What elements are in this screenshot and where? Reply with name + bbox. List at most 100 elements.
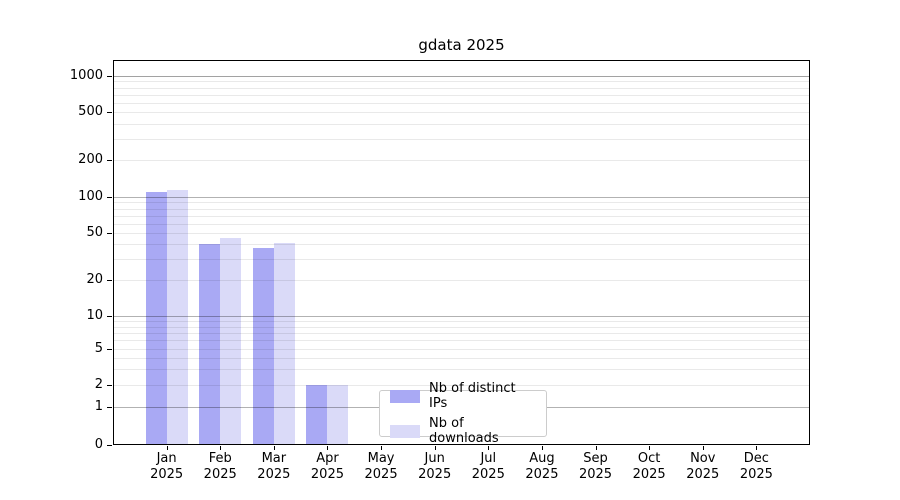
x-tick-label-apr: Apr 2025 [295,451,359,483]
y-axis-tick [107,160,112,161]
gridline-minor [114,280,809,281]
y-axis-tick [107,445,112,446]
x-axis-tick [273,446,275,450]
x-axis-tick [327,446,329,450]
x-tick-month: Mar [261,451,287,466]
gridline-minor [114,326,809,328]
gridline-minor [114,349,809,350]
y-tick-label: 10 [86,308,103,323]
x-axis-tick [702,446,704,450]
x-tick-month: Jun [424,451,445,466]
gridline-minor [114,112,809,113]
bar-downloads-jan [166,190,188,445]
x-axis-tick [166,446,168,450]
x-tick-year: 2025 [364,467,398,482]
x-tick-label-dec: Dec 2025 [724,451,788,483]
x-tick-label-jun: Jun 2025 [403,451,467,483]
legend-item-distinct-ips: Nb of distinct IPs [390,381,536,411]
x-tick-month: Apr [316,451,339,466]
x-tick-year: 2025 [150,467,184,482]
y-tick-label: 20 [86,272,103,287]
x-tick-month: Sep [583,451,608,466]
y-axis-tick [107,407,112,408]
x-axis-tick [649,446,651,450]
x-tick-label-aug: Aug 2025 [510,451,574,483]
y-axis-tick [107,316,112,317]
bar-distinct-ips-feb [199,244,221,445]
gridline-minor [114,385,809,386]
legend-label-distinct-ips: Nb of distinct IPs [429,381,516,411]
x-tick-year: 2025 [310,467,344,482]
y-tick-label: 100 [78,189,103,204]
y-tick-label: 5 [94,341,103,356]
gridline-minor [114,369,809,371]
gridline-minor [114,208,809,210]
gridline-minor [114,160,809,161]
gridline-minor [114,102,809,104]
bar-distinct-ips-mar [252,248,274,445]
x-tick-month: Nov [690,451,716,466]
x-tick-month: Dec [743,451,769,466]
legend-label-downloads: Nb of downloads [429,416,499,446]
x-axis-tick [381,446,383,450]
y-tick-label: 2 [94,377,103,392]
x-tick-year: 2025 [418,467,452,482]
bar-distinct-ips-apr [306,385,328,445]
gridline-minor [114,259,809,261]
x-axis-tick [541,446,543,450]
y-tick-label: 500 [78,104,103,119]
gridline-minor [114,202,809,204]
gridline-minor [114,244,809,246]
y-axis-tick [107,197,112,198]
x-tick-month: Jul [480,451,497,466]
gridline-minor [114,138,809,140]
bar-downloads-feb [220,238,242,445]
legend-swatch-distinct-ips [390,389,420,403]
x-tick-label-oct: Oct 2025 [617,451,681,483]
x-axis-tick [220,446,222,450]
gridline-minor [114,357,809,359]
y-axis-tick [107,112,112,113]
gridline-minor [114,81,809,83]
x-tick-year: 2025 [578,467,613,482]
x-tick-month: Jan [156,451,177,466]
x-tick-year: 2025 [203,467,237,482]
x-axis-tick [756,446,758,450]
y-tick-label: 0 [94,437,103,452]
x-tick-month: May [367,451,395,466]
gridline-minor [114,340,809,342]
x-axis-tick [488,446,490,450]
gridline-minor [114,332,809,334]
x-tick-year: 2025 [686,467,720,482]
x-tick-label-sep: Sep 2025 [564,451,628,483]
x-tick-year: 2025 [257,467,291,482]
x-tick-label-jul: Jul 2025 [456,451,520,483]
y-axis-tick [107,349,112,350]
y-axis-tick [107,280,112,281]
x-tick-label-feb: Feb 2025 [188,451,252,483]
x-tick-label-nov: Nov 2025 [671,451,735,483]
x-tick-year: 2025 [471,467,505,482]
gridline-minor [114,233,809,234]
chart-title: gdata 2025 [418,36,505,54]
legend-item-downloads: Nb of downloads [390,416,536,446]
bar-distinct-ips-jan [145,191,167,445]
x-tick-year: 2025 [739,467,773,482]
x-tick-month: Aug [529,451,555,466]
gridline-minor [114,215,809,217]
y-tick-label: 50 [86,225,103,240]
gridline-minor [114,87,809,89]
bar-downloads-apr [327,385,349,445]
gridline-minor [114,321,809,323]
legend: Nb of distinct IPs Nb of downloads [379,381,547,446]
bar-downloads-mar [273,243,295,445]
gridline-major [114,197,809,198]
x-tick-month: Feb [208,451,232,466]
y-axis-tick [107,76,112,77]
gridline-major [114,316,809,317]
y-axis-tick [107,385,112,386]
gridline-minor [114,223,809,225]
x-tick-label-may: May 2025 [349,451,413,483]
gridline-minor [114,123,809,125]
x-axis-tick [595,446,597,450]
